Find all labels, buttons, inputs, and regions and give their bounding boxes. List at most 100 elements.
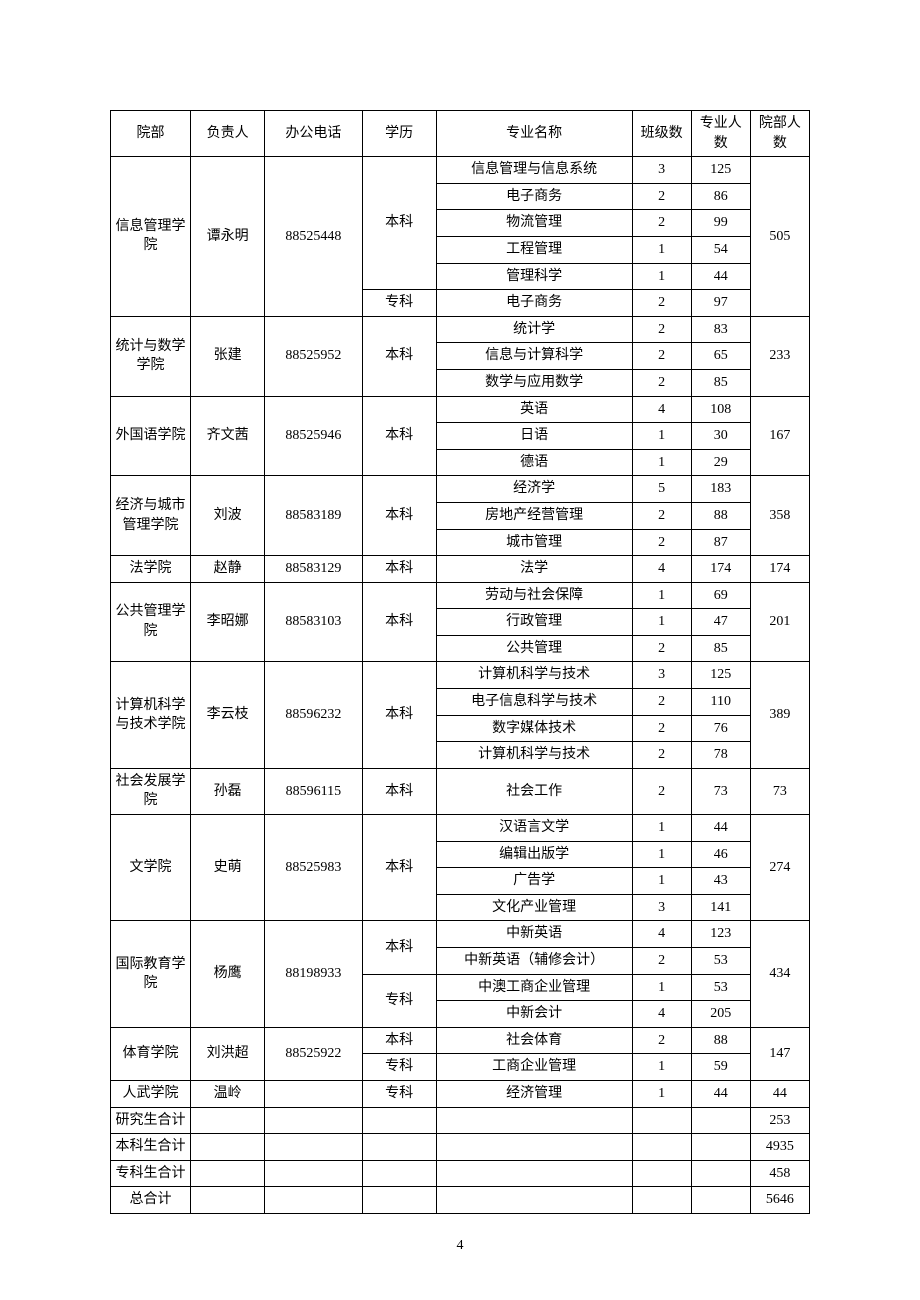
- cell-dept: 文学院: [111, 815, 191, 921]
- cell-dept: 计算机科学与技术学院: [111, 662, 191, 768]
- cell-classnum: 2: [632, 715, 691, 742]
- cell-major: 德语: [436, 449, 632, 476]
- cell-major: 中新英语（辅修会计）: [436, 948, 632, 975]
- cell-majornum: 43: [691, 868, 750, 895]
- cell-majornum: 78: [691, 742, 750, 769]
- cell-classnum: 4: [632, 1001, 691, 1028]
- cell-degree: 本科: [362, 556, 436, 583]
- page-number: 4: [110, 1238, 810, 1254]
- cell-majornum: [691, 1160, 750, 1187]
- cell-degree: [362, 1187, 436, 1214]
- cell-phone: [265, 1107, 362, 1134]
- cell-major: 统计学: [436, 316, 632, 343]
- cell-classnum: 2: [632, 1027, 691, 1054]
- cell-major: [436, 1134, 632, 1161]
- table-row: 研究生合计253: [111, 1107, 810, 1134]
- cell-deptnum: 434: [750, 921, 809, 1027]
- cell-deptnum: 174: [750, 556, 809, 583]
- cell-major: 经济管理: [436, 1080, 632, 1107]
- cell-phone: 88583189: [265, 476, 362, 556]
- cell-person: 温岭: [190, 1080, 264, 1107]
- cell-classnum: 5: [632, 476, 691, 503]
- cell-majornum: 123: [691, 921, 750, 948]
- cell-majornum: 183: [691, 476, 750, 503]
- cell-classnum: 1: [632, 974, 691, 1001]
- cell-majornum: 97: [691, 290, 750, 317]
- table-row: 专科生合计458: [111, 1160, 810, 1187]
- cell-majornum: 44: [691, 815, 750, 842]
- cell-classnum: 2: [632, 768, 691, 814]
- cell-majornum: [691, 1107, 750, 1134]
- cell-person: 刘洪超: [190, 1027, 264, 1080]
- cell-classnum: 2: [632, 343, 691, 370]
- cell-classnum: 2: [632, 635, 691, 662]
- cell-classnum: 4: [632, 921, 691, 948]
- cell-classnum: 3: [632, 157, 691, 184]
- cell-degree: 专科: [362, 290, 436, 317]
- cell-deptnum: 505: [750, 157, 809, 317]
- cell-degree: 本科: [362, 815, 436, 921]
- cell-major: 社会工作: [436, 768, 632, 814]
- table-row: 统计与数学学院张建88525952本科统计学283233: [111, 316, 810, 343]
- cell-major: 房地产经营管理: [436, 502, 632, 529]
- table-row: 信息管理学院谭永明88525448本科信息管理与信息系统3125505: [111, 157, 810, 184]
- table-row: 本科生合计4935: [111, 1134, 810, 1161]
- cell-majornum: 76: [691, 715, 750, 742]
- cell-degree: [362, 1107, 436, 1134]
- cell-phone: 88525946: [265, 396, 362, 476]
- header-row: 院部 负责人 办公电话 学历 专业名称 班级数 专业人数 院部人数: [111, 111, 810, 157]
- cell-majornum: 87: [691, 529, 750, 556]
- cell-major: [436, 1107, 632, 1134]
- cell-deptnum: 274: [750, 815, 809, 921]
- cell-major: 社会体育: [436, 1027, 632, 1054]
- cell-dept: 统计与数学学院: [111, 316, 191, 396]
- cell-degree: 专科: [362, 1054, 436, 1081]
- cell-person: 谭永明: [190, 157, 264, 317]
- cell-major: 数字媒体技术: [436, 715, 632, 742]
- cell-majornum: 99: [691, 210, 750, 237]
- cell-major: 行政管理: [436, 609, 632, 636]
- header-classnum: 班级数: [632, 111, 691, 157]
- cell-dept: 专科生合计: [111, 1160, 191, 1187]
- cell-degree: 本科: [362, 1027, 436, 1054]
- cell-major: [436, 1160, 632, 1187]
- cell-person: 刘波: [190, 476, 264, 556]
- cell-classnum: 4: [632, 556, 691, 583]
- cell-major: 日语: [436, 423, 632, 450]
- cell-phone: 88596115: [265, 768, 362, 814]
- cell-classnum: [632, 1107, 691, 1134]
- cell-classnum: 1: [632, 236, 691, 263]
- cell-majornum: 46: [691, 841, 750, 868]
- cell-dept: 人武学院: [111, 1080, 191, 1107]
- cell-classnum: 1: [632, 868, 691, 895]
- cell-classnum: 2: [632, 210, 691, 237]
- cell-phone: 88525952: [265, 316, 362, 396]
- cell-degree: 本科: [362, 476, 436, 556]
- cell-person: 杨鹰: [190, 921, 264, 1027]
- cell-degree: 本科: [362, 157, 436, 290]
- cell-major: 城市管理: [436, 529, 632, 556]
- cell-phone: 88596232: [265, 662, 362, 768]
- cell-major: 公共管理: [436, 635, 632, 662]
- cell-majornum: 110: [691, 689, 750, 716]
- table-row: 国际教育学院杨鹰88198933本科中新英语4123434: [111, 921, 810, 948]
- cell-majornum: 44: [691, 263, 750, 290]
- table-row: 法学院赵静88583129本科法学4174174: [111, 556, 810, 583]
- cell-major: [436, 1187, 632, 1214]
- cell-person: 齐文茜: [190, 396, 264, 476]
- cell-deptnum: 147: [750, 1027, 809, 1080]
- cell-classnum: 2: [632, 948, 691, 975]
- cell-major: 管理科学: [436, 263, 632, 290]
- department-table: 院部 负责人 办公电话 学历 专业名称 班级数 专业人数 院部人数 信息管理学院…: [110, 110, 810, 1214]
- cell-classnum: 3: [632, 894, 691, 921]
- cell-majornum: 86: [691, 183, 750, 210]
- cell-major: 计算机科学与技术: [436, 742, 632, 769]
- cell-degree: [362, 1134, 436, 1161]
- cell-dept: 公共管理学院: [111, 582, 191, 662]
- cell-majornum: 65: [691, 343, 750, 370]
- cell-majornum: 69: [691, 582, 750, 609]
- cell-major: 电子商务: [436, 183, 632, 210]
- cell-person: [190, 1134, 264, 1161]
- table-row: 经济与城市管理学院刘波88583189本科经济学5183358: [111, 476, 810, 503]
- table-body: 信息管理学院谭永明88525448本科信息管理与信息系统3125505电子商务2…: [111, 157, 810, 1214]
